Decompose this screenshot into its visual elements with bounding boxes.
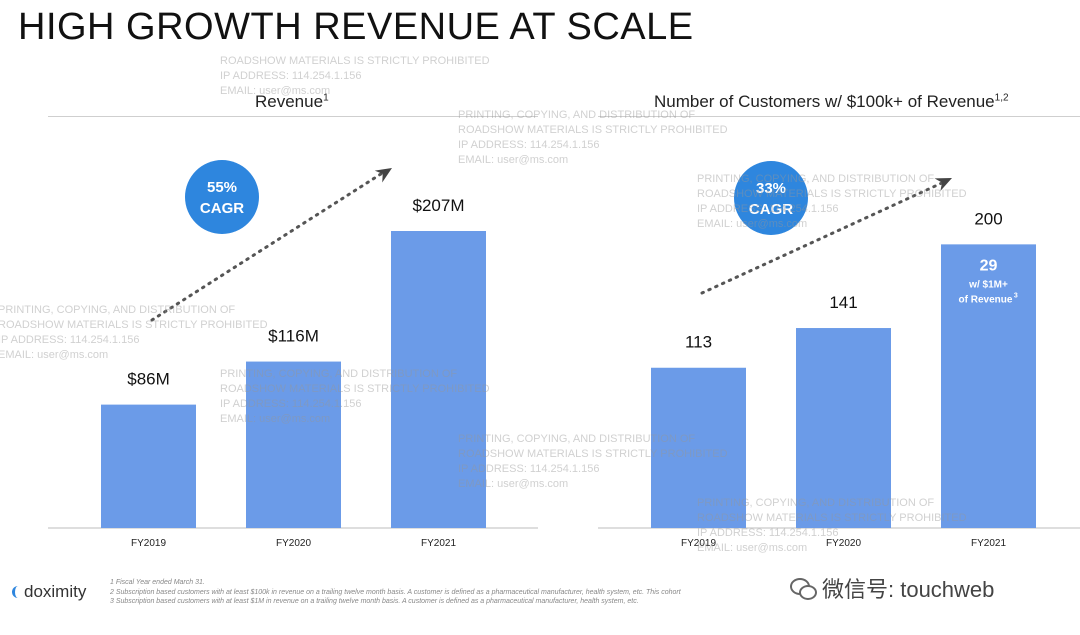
customers-cagr-percent: 33%: [756, 180, 786, 197]
revenue-arrow-icon: [374, 168, 392, 183]
customers-tick-label: FY2021: [971, 538, 1006, 549]
wechat-watermark: 微信号: touchweb: [790, 572, 994, 604]
revenue-value-label: $116M: [268, 327, 319, 346]
revenue-chart-title-sup: 1: [323, 92, 329, 104]
revenue-cagr-percent: 55%: [207, 179, 237, 196]
revenue-value-label: $207M: [413, 196, 465, 215]
doximity-logo: doximity: [12, 582, 86, 602]
page-title: HIGH GROWTH REVENUE AT SCALE: [18, 6, 694, 48]
footnote-1: 1 Fiscal Year ended March 31.: [110, 579, 205, 586]
revenue-tick-label: FY2021: [421, 538, 456, 549]
revenue-bar-fy2021: [391, 231, 486, 528]
customers-chart-title-sup: 1,2: [994, 92, 1009, 104]
customers-cagr-label: CAGR: [749, 201, 793, 218]
footnote-2: 2 Subscription based customers with at l…: [110, 588, 681, 596]
revenue-chart-title-text: Revenue: [255, 92, 324, 111]
customers-arrow-icon: [934, 178, 952, 192]
revenue-bar-fy2019: [101, 404, 196, 528]
wechat-icon: [790, 576, 817, 600]
revenue-chart-title: Revenue1: [255, 92, 329, 112]
revenue-tick-label: FY2020: [276, 538, 311, 549]
customers-inbar-value: 29: [980, 257, 998, 274]
customers-tick-label: FY2020: [826, 538, 861, 549]
customers-bar-fy2021: [941, 244, 1036, 528]
customers-chart-title: Number of Customers w/ $100k+ of Revenue…: [654, 92, 1009, 112]
customers-value-label: 141: [829, 293, 857, 312]
wechat-text: 微信号: touchweb: [822, 577, 995, 602]
customers-cagr-badge: [734, 161, 808, 235]
footnote-3: 3 Subscription based customers with at l…: [110, 598, 639, 605]
revenue-trend-line: [150, 170, 386, 322]
customers-chart-title-text: Number of Customers w/ $100k+ of Revenue: [654, 92, 995, 111]
doximity-logo-mark: [12, 586, 21, 598]
customers-value-label: 200: [974, 209, 1002, 228]
revenue-value-label: $86M: [127, 370, 170, 389]
customers-inbar-line2: of Revenue: [959, 294, 1013, 305]
customers-inbar-sup: 3: [1014, 292, 1018, 299]
customers-inbar-line1: w/ $1M+: [968, 279, 1008, 290]
footnotes: 1 Fiscal Year ended March 31. 2 Subscrip…: [110, 578, 681, 607]
revenue-title-rule: [48, 116, 538, 117]
customers-trend-line: [700, 180, 946, 295]
customers-bar-fy2019: [651, 367, 746, 528]
doximity-logo-text: doximity: [24, 582, 87, 601]
revenue-tick-label: FY2019: [131, 538, 166, 549]
customers-title-rule: [598, 116, 1080, 117]
customers-bar-fy2020: [796, 328, 891, 528]
revenue-bar-fy2020: [246, 361, 341, 528]
customers-value-label: 113: [685, 333, 712, 352]
revenue-cagr-badge: [185, 160, 259, 234]
customers-tick-label: FY2019: [681, 538, 716, 549]
revenue-cagr-label: CAGR: [200, 200, 244, 217]
